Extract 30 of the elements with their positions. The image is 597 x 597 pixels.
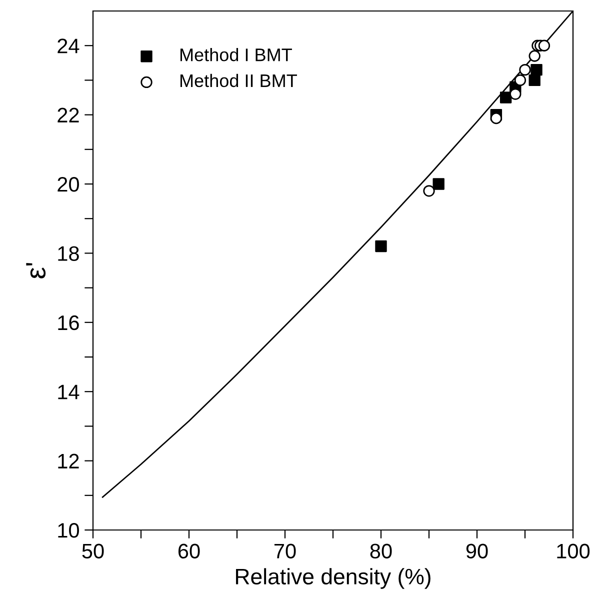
y-tick-label: 18 [58, 246, 79, 261]
x-tick-label: 80 [370, 544, 392, 558]
x-tick-label: 70 [274, 544, 296, 558]
y-tick-label: 20 [58, 177, 79, 192]
y-axis-title: ε' [26, 263, 46, 278]
point [528, 74, 540, 86]
point [530, 64, 542, 76]
point [510, 88, 522, 100]
legend-label: Method II BMT [180, 74, 297, 88]
y-tick-label: 24 [58, 38, 80, 54]
y-tick-label: 22 [58, 108, 79, 122]
x-tick-label: 90 [466, 544, 488, 558]
point [538, 40, 550, 52]
x-tick-label: 50 [82, 544, 104, 558]
point [514, 74, 526, 86]
point [432, 178, 444, 190]
legend-label: Method I BMT [180, 48, 292, 62]
point [519, 64, 531, 76]
x-axis-title: Relative density (%) [236, 568, 430, 589]
y-tick-label: 10 [58, 523, 79, 538]
point [375, 240, 387, 252]
point [528, 50, 540, 62]
y-tick-label: 12 [58, 454, 79, 468]
y-tick-label: 14 [58, 384, 80, 400]
point [500, 92, 512, 104]
point [490, 112, 502, 124]
x-tick-label: 60 [178, 544, 200, 558]
x-tick-label: 100 [557, 544, 590, 558]
point [423, 185, 435, 197]
y-tick-label: 16 [58, 315, 79, 330]
